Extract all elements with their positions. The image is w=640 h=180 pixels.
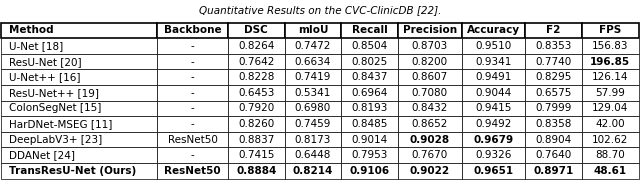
Text: Quantitative Results on the CVC-ClinicDB [22].: Quantitative Results on the CVC-ClinicDB…	[199, 5, 441, 15]
